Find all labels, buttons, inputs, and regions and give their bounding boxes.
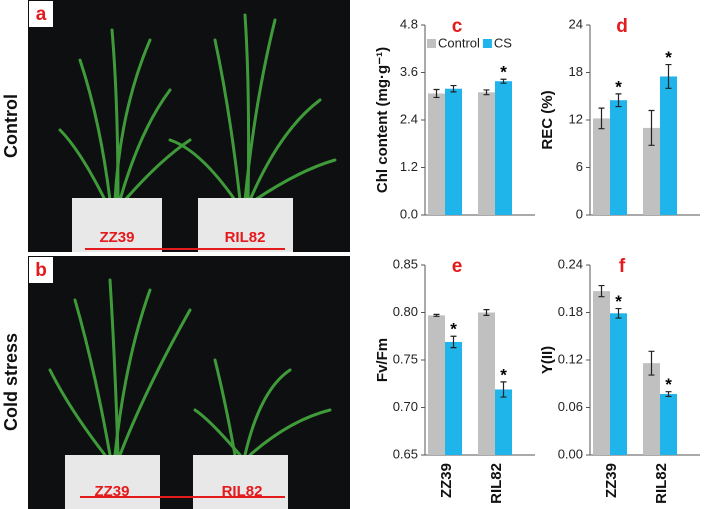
y-tick-label: 4.8 bbox=[400, 16, 418, 31]
x-tick-label: ZZ39 bbox=[438, 463, 455, 498]
bar bbox=[610, 313, 627, 455]
error-bar bbox=[450, 335, 457, 349]
pot-label: RIL82 bbox=[222, 483, 263, 500]
error-bar bbox=[433, 313, 440, 317]
significance: * bbox=[615, 292, 622, 311]
y-tick-label: 6 bbox=[576, 159, 583, 174]
bar bbox=[643, 363, 660, 455]
bar bbox=[428, 315, 445, 455]
bar bbox=[660, 76, 677, 215]
y-axis-label: Chl content (mg·g⁻¹) bbox=[374, 47, 391, 193]
error-bar bbox=[648, 350, 655, 376]
bar bbox=[593, 118, 610, 215]
bar bbox=[445, 341, 462, 455]
error-bar bbox=[483, 309, 490, 316]
y-tick-label: 0 bbox=[576, 206, 583, 221]
bar bbox=[593, 291, 610, 455]
y-tick-label: 0.00 bbox=[558, 446, 583, 461]
error-bar bbox=[483, 89, 490, 96]
significance: * bbox=[450, 320, 457, 339]
y-tick-label: 18 bbox=[569, 64, 583, 79]
significance: * bbox=[665, 375, 672, 394]
bar bbox=[478, 312, 495, 455]
panel-label: e bbox=[452, 256, 463, 277]
y-axis-label: Fv/Fm bbox=[374, 338, 391, 382]
y-tick-label: 0.12 bbox=[558, 351, 583, 366]
panel-label: a bbox=[36, 4, 47, 25]
legend-swatch bbox=[427, 39, 436, 48]
y-tick-label: 12 bbox=[569, 111, 583, 126]
error-bar bbox=[615, 93, 622, 108]
photo-a: a ZZ39 RIL82 bbox=[28, 0, 350, 252]
y-tick-label: 0.80 bbox=[393, 304, 418, 319]
y-tick-label: 0.18 bbox=[558, 304, 583, 319]
y-axis-label: Y(II) bbox=[539, 346, 556, 374]
row-label: Control bbox=[1, 94, 21, 158]
photo-b: b ZZ39 RIL82 bbox=[28, 256, 350, 509]
significance: * bbox=[500, 63, 507, 82]
panel-label: d bbox=[616, 16, 628, 37]
significance: * bbox=[500, 365, 507, 384]
panel-label: b bbox=[35, 260, 47, 281]
bar bbox=[643, 127, 660, 215]
pot-label: RIL82 bbox=[225, 229, 266, 246]
pot-label: ZZ39 bbox=[94, 483, 129, 500]
y-tick-label: 0.06 bbox=[558, 399, 583, 414]
y-tick-label: 1.2 bbox=[400, 159, 418, 174]
y-tick-label: 0.85 bbox=[393, 256, 418, 271]
y-axis-label: REC (%) bbox=[539, 90, 556, 149]
legend-swatch bbox=[482, 39, 492, 48]
y-tick-label: 0.75 bbox=[393, 351, 418, 366]
y-tick-label: 0.24 bbox=[558, 256, 583, 271]
bar bbox=[610, 100, 627, 215]
bar bbox=[495, 81, 512, 215]
error-bar bbox=[665, 391, 672, 398]
x-tick-label: RIL82 bbox=[488, 463, 505, 504]
panel-label: f bbox=[619, 256, 626, 277]
error-bar bbox=[450, 84, 457, 93]
error-bar bbox=[433, 88, 440, 99]
error-bar bbox=[598, 284, 605, 298]
bar bbox=[428, 93, 445, 215]
panel-label: c bbox=[452, 16, 463, 37]
error-bar bbox=[648, 109, 655, 146]
error-bar bbox=[598, 107, 605, 130]
error-bar bbox=[500, 78, 507, 84]
significance: * bbox=[615, 77, 622, 96]
x-tick-label: ZZ39 bbox=[603, 463, 620, 498]
bar bbox=[495, 389, 512, 455]
error-bar bbox=[615, 307, 622, 319]
y-tick-label: 24 bbox=[569, 16, 583, 31]
error-bar bbox=[500, 381, 507, 398]
row-label: Cold stress bbox=[1, 333, 21, 431]
error-bar bbox=[665, 63, 672, 89]
y-tick-label: 3.6 bbox=[400, 64, 418, 79]
y-tick-label: 2.4 bbox=[400, 111, 418, 126]
y-tick-label: 0.0 bbox=[400, 206, 418, 221]
legend-label: CS bbox=[494, 35, 512, 50]
y-tick-label: 0.70 bbox=[393, 399, 418, 414]
x-tick-label: RIL82 bbox=[653, 463, 670, 504]
bar bbox=[445, 88, 462, 215]
legend-label: Control bbox=[438, 35, 480, 50]
pot-label: ZZ39 bbox=[99, 229, 134, 246]
y-tick-label: 0.65 bbox=[393, 446, 418, 461]
bar bbox=[660, 394, 677, 455]
bar bbox=[478, 92, 495, 215]
significance: * bbox=[665, 48, 672, 67]
